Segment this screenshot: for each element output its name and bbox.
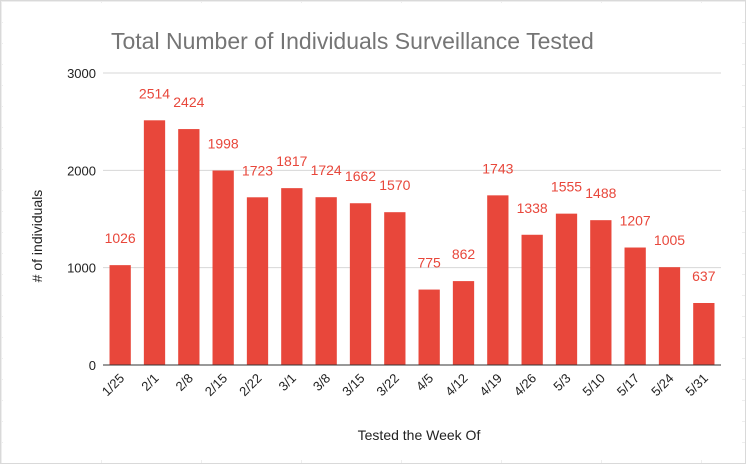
x-tick-label: 1/25 [99,371,128,400]
data-label: 1662 [345,168,376,184]
data-label: 1570 [379,177,410,193]
x-tick-label: 5/31 [682,371,711,400]
chart-title: Total Number of Individuals Surveillance… [111,28,594,54]
x-tick-label: 4/19 [476,371,505,400]
y-tick-label: 1000 [67,261,96,276]
bar [624,247,646,365]
x-tick-label: 2/22 [236,371,265,400]
y-axis-title: # of individuals [29,190,45,283]
data-label: 862 [452,246,476,262]
bar [418,289,440,365]
bar [109,265,131,365]
bar [246,197,269,365]
data-label: 1724 [311,162,342,178]
y-tick-label: 3000 [67,66,96,81]
x-axis-title: Tested the Week Of [358,427,481,443]
chart-card: Total Number of Individuals Surveillance… [3,3,742,460]
bar [212,170,234,365]
y-tick-label: 2000 [67,163,96,178]
bar-chart: Total Number of Individuals Surveillance… [29,28,721,443]
x-tick-label: 3/22 [373,371,402,400]
bar [658,267,681,365]
data-label: 1743 [482,160,513,176]
data-label: 1207 [620,213,651,229]
y-tick-label: 0 [89,358,96,373]
data-label: 1026 [105,230,136,246]
data-label: 2424 [173,94,204,110]
x-tick-label: 3/15 [339,371,368,400]
x-tick-label: 5/10 [579,371,608,400]
data-label: 637 [692,268,716,284]
bar [349,203,372,365]
bar [521,234,543,365]
data-label: 1005 [654,232,685,248]
data-label: 1555 [551,179,582,195]
data-label: 775 [417,255,441,271]
bar [315,197,337,365]
bar [281,188,303,365]
x-tick-label: 4/12 [442,371,471,400]
bar [178,129,200,365]
data-label: 1338 [517,200,548,216]
data-label: 1817 [276,153,307,169]
gridlines [103,72,721,269]
x-axis-ticks: 1/25 2/1 2/8 2/15 2/22 3/1 3/8 3/15 3/22 4/5 4/12 4… [99,371,711,400]
x-tick-label: 5/3 [550,371,573,394]
bar [487,195,509,365]
x-tick-label: 3/8 [310,371,333,394]
x-tick-label: 4/5 [413,371,436,394]
bar [555,213,578,365]
bar [384,212,406,365]
bar [590,220,612,365]
bar [693,302,715,365]
x-tick-label: 2/15 [202,371,231,400]
bar [143,120,166,365]
bars [109,120,715,365]
x-tick-label: 2/8 [173,371,196,394]
y-axis-ticks: 0 1000 2000 3000 [67,66,96,373]
x-tick-label: 2/1 [138,371,161,394]
x-tick-label: 3/1 [276,371,299,394]
x-tick-label: 5/24 [648,371,677,400]
data-label: 1723 [242,162,273,178]
data-label: 2514 [139,85,170,101]
data-label: 1488 [585,185,616,201]
data-label: 1998 [208,136,239,152]
x-tick-label: 4/26 [511,371,540,400]
bar [452,281,475,365]
x-tick-label: 5/17 [614,371,643,400]
